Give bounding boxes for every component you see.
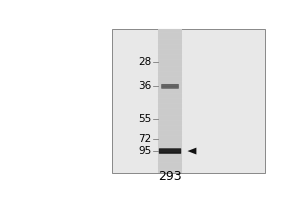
Text: 36: 36 xyxy=(138,81,152,91)
FancyBboxPatch shape xyxy=(159,148,181,154)
Text: 293: 293 xyxy=(158,170,182,183)
Bar xyxy=(158,29,182,173)
Text: 72: 72 xyxy=(138,134,152,144)
Text: 55: 55 xyxy=(138,114,152,124)
Text: 95: 95 xyxy=(138,146,152,156)
Bar xyxy=(112,29,266,173)
FancyBboxPatch shape xyxy=(161,84,179,89)
Text: 28: 28 xyxy=(138,57,152,67)
Polygon shape xyxy=(188,148,196,154)
